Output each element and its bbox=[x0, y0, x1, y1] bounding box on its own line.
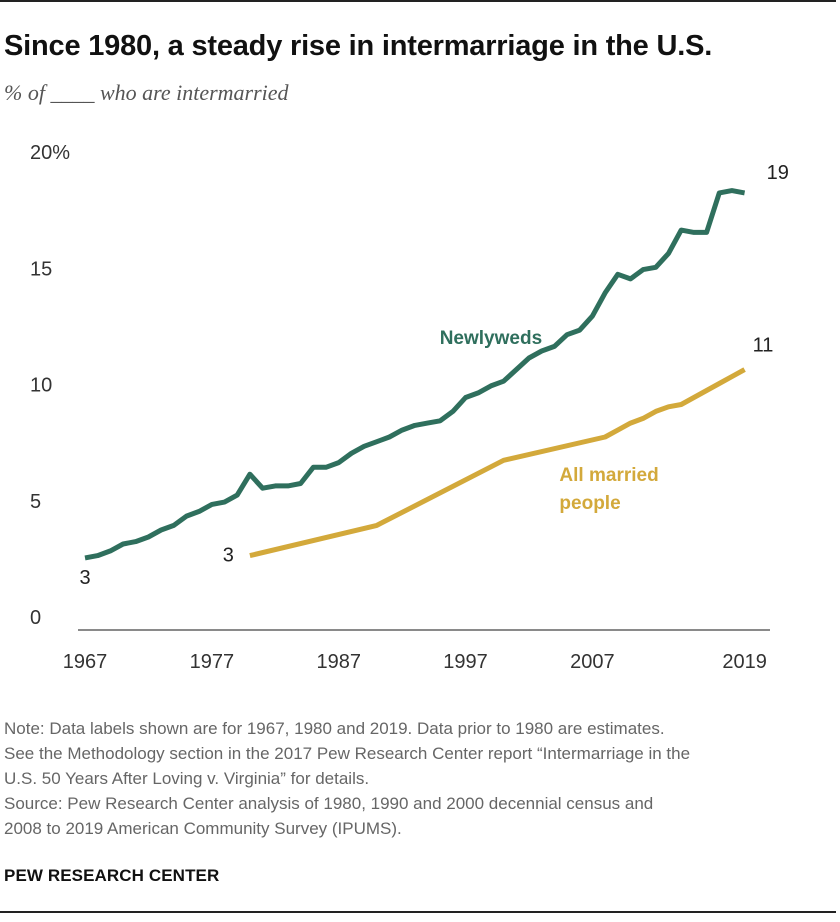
series-label-newlyweds: Newlyweds bbox=[440, 328, 542, 349]
source-line: 2008 to 2019 American Community Survey (… bbox=[4, 819, 402, 838]
series-line-all-married-people bbox=[249, 367, 746, 559]
x-tick-label: 1987 bbox=[316, 651, 361, 673]
series-label-all-married-people: people bbox=[559, 493, 620, 514]
x-tick-label: 2007 bbox=[570, 651, 615, 673]
x-tick-label: 1997 bbox=[443, 651, 488, 673]
chart-subtitle: % of ____ who are intermarried bbox=[4, 80, 289, 105]
series-label-all-married-people: All married bbox=[559, 465, 658, 486]
data-label: 11 bbox=[753, 335, 774, 357]
chart-title: Since 1980, a steady rise in intermarria… bbox=[4, 30, 713, 62]
bottom-rule bbox=[0, 911, 836, 913]
y-tick-label: 15 bbox=[30, 258, 52, 280]
y-tick-label: 20% bbox=[30, 142, 70, 164]
series-line-newlyweds bbox=[84, 188, 746, 561]
note-line: U.S. 50 Years After Loving v. Virginia” … bbox=[4, 769, 370, 788]
x-tick-label: 1977 bbox=[190, 651, 235, 673]
note-line: Note: Data labels shown are for 1967, 19… bbox=[4, 719, 665, 738]
source-line: Source: Pew Research Center analysis of … bbox=[4, 794, 654, 813]
brand-footer: PEW RESEARCH CENTER bbox=[4, 866, 220, 885]
y-tick-label: 10 bbox=[30, 375, 52, 397]
y-tick-label: 0 bbox=[30, 607, 41, 629]
data-label: 3 bbox=[223, 545, 234, 567]
chart-notes: Note: Data labels shown are for 1967, 19… bbox=[4, 716, 834, 841]
data-label: 3 bbox=[79, 567, 90, 589]
data-label: 19 bbox=[767, 162, 789, 184]
top-rule bbox=[0, 0, 836, 2]
line-chart: 0 5 10 15 20% 1967 1977 1987 1997 2007 2019 Newlywe… bbox=[30, 142, 789, 673]
x-tick-label: 1967 bbox=[63, 651, 108, 673]
x-tick-label: 2019 bbox=[722, 651, 767, 673]
note-line: See the Methodology section in the 2017 … bbox=[4, 744, 691, 763]
y-tick-label: 5 bbox=[30, 491, 41, 513]
